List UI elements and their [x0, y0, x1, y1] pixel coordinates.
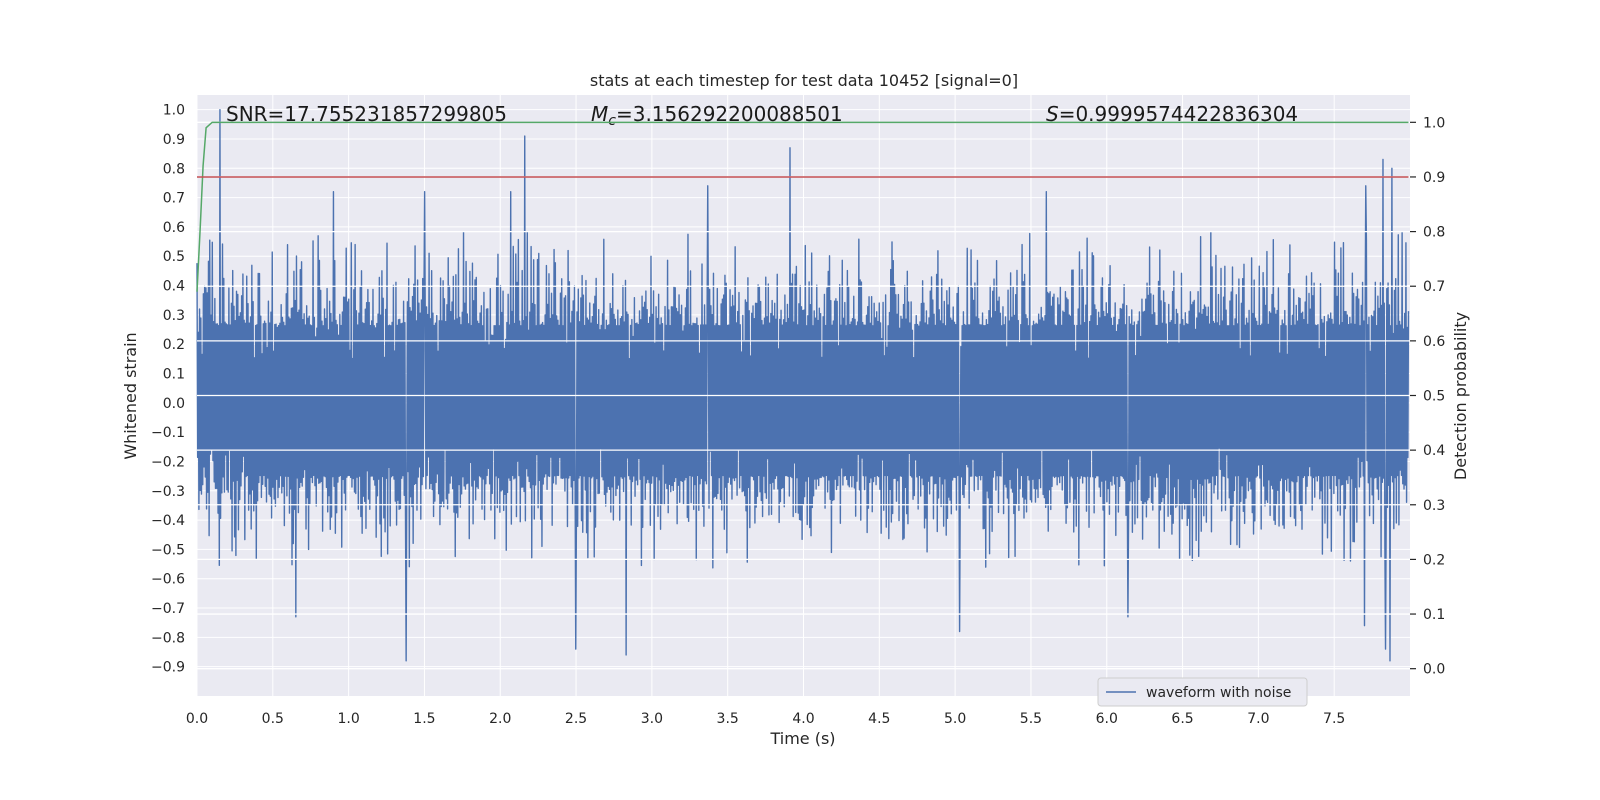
x-tick-label: 6.5 [1171, 711, 1193, 727]
y-tick-label: 0.6 [163, 220, 185, 236]
y-tick-label: 0.2 [163, 337, 185, 353]
y-tick-label: 0.3 [163, 308, 185, 324]
annotation-mc-symbol: M [591, 102, 608, 126]
x-tick-label: 0.5 [262, 711, 284, 727]
y-tick-label: 0.0 [163, 396, 185, 412]
y-tick-label: 0.9 [163, 132, 185, 148]
x-tick-label: 4.5 [868, 711, 890, 727]
y2-tick-label: 0.1 [1423, 607, 1445, 623]
y2-tick-label: 1.0 [1423, 115, 1445, 131]
y-axis-label: Whitened strain [121, 332, 140, 459]
x-tick-label: 5.0 [944, 711, 966, 727]
annotation-s-symbol: S [1046, 102, 1059, 126]
y-tick-label: −0.6 [151, 572, 185, 588]
x-tick-label: 7.5 [1323, 711, 1345, 727]
y2-tick-label: 0.8 [1423, 225, 1445, 241]
y-tick-label: 0.1 [163, 367, 185, 383]
legend-box [1097, 677, 1308, 707]
y-tick-label: −0.2 [151, 454, 185, 470]
x-tick-label: 4.0 [792, 711, 814, 727]
y-tick-label: 1.0 [163, 103, 185, 119]
y-tick-label: −0.4 [151, 513, 185, 529]
y-tick-label: −0.1 [151, 425, 185, 441]
y2-ticks: 0.0 0.1 0.2 0.3 0.4 0.5 0.6 0.7 0.8 0.9 1.0 [1410, 115, 1445, 678]
x-tick-label: 7.0 [1247, 711, 1269, 727]
series-layer [196, 108, 1410, 662]
y2-tick-label: 0.7 [1423, 279, 1445, 295]
x-tick-label: 1.5 [413, 711, 435, 727]
x-tick-label: 5.5 [1020, 711, 1042, 727]
y-tick-label: 0.7 [163, 191, 185, 207]
chart-title: stats at each timestep for test data 104… [590, 71, 1018, 90]
x-tick-label: 2.5 [565, 711, 587, 727]
y-tick-label: −0.5 [151, 542, 185, 558]
x-tick-label: 1.0 [337, 711, 359, 727]
waveform-line [196, 108, 1410, 662]
x-tick-label: 6.0 [1096, 711, 1118, 727]
y-tick-label: −0.8 [151, 630, 185, 646]
y2-tick-label: 0.5 [1423, 389, 1445, 405]
y2-tick-label: 0.6 [1423, 334, 1445, 350]
y-tick-label: 0.5 [163, 249, 185, 265]
x-tick-label: 2.0 [489, 711, 511, 727]
x-tick-label: 3.0 [641, 711, 663, 727]
x-ticks: 0.0 0.5 1.0 1.5 2.0 2.5 3.0 3.5 4.0 4.5 5.0 5.5 6.0 6… [186, 711, 1345, 727]
x-tick-label: 0.0 [186, 711, 208, 727]
y-tick-label: −0.7 [151, 601, 185, 617]
y2-tick-label: 0.4 [1423, 443, 1445, 459]
legend-label: waveform with noise [1146, 685, 1291, 701]
annotation-mc-sub: c [608, 113, 616, 129]
y2-tick-label: 0.3 [1423, 498, 1445, 514]
x-axis-label: Time (s) [769, 729, 835, 748]
y-tick-label: 0.8 [163, 161, 185, 177]
y-tick-label: −0.3 [151, 484, 185, 500]
y2-tick-label: 0.0 [1423, 662, 1445, 678]
x-tick-label: 3.5 [717, 711, 739, 727]
y2-tick-label: 0.9 [1423, 170, 1445, 186]
y2-tick-label: 0.2 [1423, 552, 1445, 568]
y-tick-label: 0.4 [163, 279, 185, 295]
y2-axis-label: Detection probability [1451, 312, 1470, 480]
y-tick-label: −0.9 [151, 660, 185, 676]
y-ticks: −0.9 −0.8 −0.7 −0.6 −0.5 −0.4 −0.3 −0.2 −0.1 0.0 0… [151, 103, 185, 676]
legend: waveform with noise [1097, 677, 1308, 707]
probability-line [196, 121, 1409, 292]
annotation-mc: Mc=3.156292200088501 [591, 102, 843, 129]
